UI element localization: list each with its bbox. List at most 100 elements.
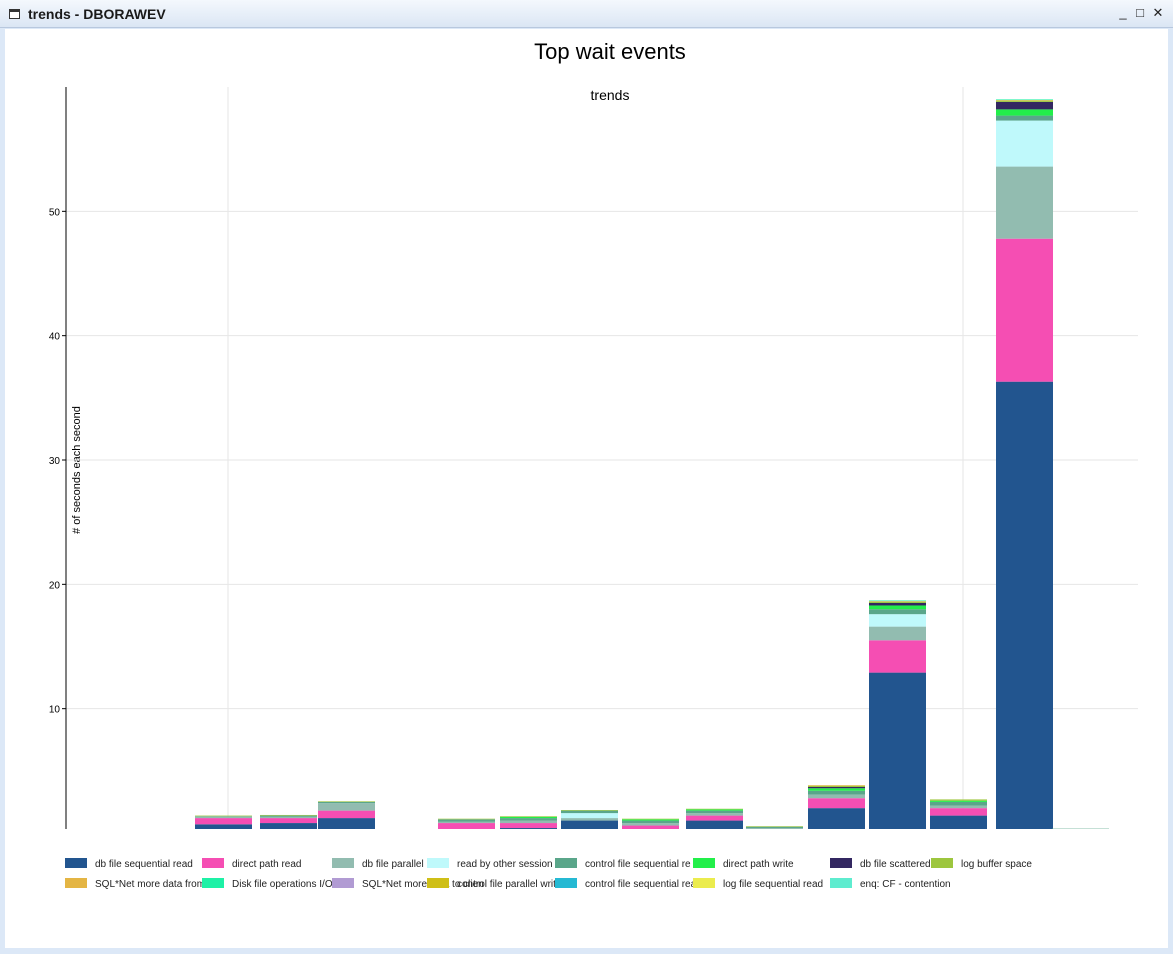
- bar-segment-db-file-parallel-read[interactable]: [561, 818, 618, 821]
- bar-segment-log-buffer-space[interactable]: [318, 801, 375, 802]
- bar-segment-db-file-parallel-read[interactable]: [195, 816, 252, 819]
- bar-segment-disk-file-operations-i-o[interactable]: [869, 600, 926, 602]
- legend-item[interactable]: Disk file operations I/O: [202, 878, 333, 892]
- bar-segment-direct-path-write[interactable]: [808, 788, 865, 791]
- bar-segment-db-file-sequential-read[interactable]: [500, 828, 557, 829]
- bar-segment-log-buffer-space[interactable]: [500, 816, 557, 817]
- bar-segment-direct-path-read[interactable]: [260, 818, 317, 824]
- bar-segment-db-file-sequential-read[interactable]: [930, 815, 987, 829]
- bar-segment-control-file-sequential-re[interactable]: [195, 816, 252, 817]
- legend-swatch: [693, 858, 715, 868]
- bar-segment-db-file-scattered-read[interactable]: [808, 786, 865, 789]
- bar-segment-db-file-sequential-read[interactable]: [260, 823, 317, 829]
- bar-segment-db-file-parallel-read[interactable]: [746, 828, 803, 829]
- bar-segment-db-file-scattered-read[interactable]: [996, 101, 1053, 110]
- bar-segment-db-file-sequential-read[interactable]: [561, 820, 618, 829]
- bar-segment-sql-net-more-data-from-cli[interactable]: [808, 785, 865, 786]
- bar-segment-log-buffer-space[interactable]: [260, 814, 317, 816]
- bar-segment-direct-path-write[interactable]: [686, 809, 743, 811]
- bar-segment-direct-path-read[interactable]: [930, 808, 987, 816]
- bar-segment-direct-path-write[interactable]: [869, 605, 926, 610]
- bar-segment-log-buffer-space[interactable]: [195, 815, 252, 817]
- bar-segment-direct-path-read[interactable]: [500, 823, 557, 829]
- maximize-button[interactable]: □: [1136, 5, 1144, 20]
- bar-segment-log-buffer-space[interactable]: [808, 785, 865, 787]
- close-button[interactable]: ✕: [1152, 5, 1164, 20]
- legend-item[interactable]: db file scattered read: [830, 858, 953, 872]
- bar-segment-direct-path-read[interactable]: [808, 798, 865, 809]
- bar-segment-control-file-sequential-re[interactable]: [686, 810, 743, 814]
- bar-segment-db-file-sequential-read[interactable]: [869, 672, 926, 829]
- bar-segment-direct-path-read[interactable]: [195, 818, 252, 825]
- bar-segment-direct-path-read[interactable]: [996, 238, 1053, 382]
- legend-item[interactable]: direct path write: [693, 858, 794, 872]
- bar-segment-control-file-sequential-re[interactable]: [622, 820, 679, 824]
- bar-segment-log-buffer-space[interactable]: [561, 809, 618, 811]
- bar-segment-read-by-other-session[interactable]: [561, 813, 618, 819]
- bar-segment-direct-path-read[interactable]: [869, 640, 926, 673]
- bar-segment-control-file-sequential-re[interactable]: [869, 609, 926, 615]
- bar-segment-db-file-sequential-read[interactable]: [195, 824, 252, 829]
- legend-item[interactable]: control file sequential re: [555, 858, 691, 872]
- bar-segment-log-buffer-space[interactable]: [686, 808, 743, 810]
- bar-segment-db-file-parallel-read[interactable]: [996, 166, 1053, 239]
- bar-segment-sql-net-more-data-from-cli[interactable]: [996, 100, 1053, 101]
- bar-segment-control-file-sequential-re[interactable]: [808, 790, 865, 795]
- bar-segment-direct-path-read[interactable]: [686, 815, 743, 821]
- legend-item[interactable]: control file sequential read: [555, 878, 702, 892]
- legend-swatch: [830, 878, 852, 888]
- bar-segment-control-file-sequential-re[interactable]: [260, 815, 317, 817]
- minimize-button[interactable]: _: [1119, 5, 1127, 20]
- bar-segment-db-file-scattered-read[interactable]: [869, 602, 926, 606]
- bar-segment-log-buffer-space[interactable]: [438, 818, 495, 820]
- bar-segment-db-file-parallel-read[interactable]: [622, 823, 679, 826]
- bar-segment-control-file-sequential-re[interactable]: [746, 826, 803, 829]
- bar-segment-db-file-parallel-read[interactable]: [318, 803, 375, 811]
- legend-item[interactable]: db file parallel read: [332, 858, 447, 872]
- bar-segment-direct-path-write[interactable]: [996, 109, 1053, 116]
- legend-item[interactable]: direct path read: [202, 858, 302, 872]
- bar-segment-log-buffer-space[interactable]: [930, 799, 987, 801]
- bar-segment-direct-path-read[interactable]: [318, 810, 375, 819]
- bar-segment-db-file-sequential-read[interactable]: [686, 820, 743, 829]
- bar-segment-control-file-sequential-re[interactable]: [318, 801, 375, 804]
- bar-segment-read-by-other-session[interactable]: [869, 614, 926, 627]
- bar-segment-control-file-sequential-re[interactable]: [996, 115, 1053, 121]
- legend-swatch: [65, 878, 87, 888]
- bar-segment-read-by-other-session[interactable]: [996, 120, 1053, 167]
- bar-segment-db-file-parallel-read[interactable]: [500, 820, 557, 824]
- bar-segment-control-file-sequential-re[interactable]: [930, 801, 987, 806]
- bar-segment-log-buffer-space[interactable]: [869, 601, 926, 603]
- legend-item[interactable]: control file parallel writ: [427, 878, 556, 892]
- bar-segment-log-buffer-space[interactable]: [622, 818, 679, 820]
- bar-segment-control-file-sequential-re[interactable]: [500, 818, 557, 821]
- legend-item[interactable]: db file sequential read: [65, 858, 193, 872]
- title-bar[interactable]: trends - DBORAWEV _ □ ✕: [0, 0, 1173, 28]
- bar-segment-db-file-sequential-read[interactable]: [318, 818, 375, 829]
- bar-segment-direct-path-write[interactable]: [500, 816, 557, 819]
- bar-segment-db-file-sequential-read[interactable]: [996, 381, 1053, 829]
- bar-segment-db-file-sequential-read[interactable]: [808, 808, 865, 829]
- legend-item[interactable]: enq: CF - contention: [830, 878, 951, 892]
- bar-segment-direct-path-read[interactable]: [438, 823, 495, 829]
- legend-item[interactable]: log file sequential read: [693, 878, 823, 892]
- bar-segment-disk-file-operations-i-o[interactable]: [996, 99, 1053, 101]
- legend-item[interactable]: log buffer space: [931, 858, 1032, 872]
- bar-segment-db-file-parallel-read[interactable]: [260, 816, 317, 819]
- bar-segment-direct-path-read[interactable]: [622, 825, 679, 829]
- bar-segment-direct-path-write[interactable]: [622, 819, 679, 821]
- bar-segment-sql-net-more-data-from-cli[interactable]: [869, 601, 926, 602]
- bar-segment-db-file-parallel-read[interactable]: [438, 821, 495, 824]
- legend-item[interactable]: SQL*Net more data to clien: [332, 878, 484, 892]
- bar-segment-direct-path-write[interactable]: [930, 800, 987, 802]
- bar-segment-control-file-sequential-re[interactable]: [438, 819, 495, 822]
- bar-segment-log-buffer-space[interactable]: [746, 826, 803, 827]
- legend-item[interactable]: SQL*Net more data from cli: [65, 878, 217, 892]
- bar-segment-db-file-parallel-read[interactable]: [930, 805, 987, 809]
- bar-segment-log-buffer-space[interactable]: [996, 100, 1053, 102]
- bar-segment-db-file-parallel-read[interactable]: [808, 794, 865, 799]
- bar-segment-db-file-parallel-read[interactable]: [686, 813, 743, 816]
- bar-segment-control-file-sequential-re[interactable]: [561, 810, 618, 814]
- bar-segment-db-file-parallel-read[interactable]: [869, 626, 926, 641]
- legend-item[interactable]: read by other session: [427, 858, 553, 872]
